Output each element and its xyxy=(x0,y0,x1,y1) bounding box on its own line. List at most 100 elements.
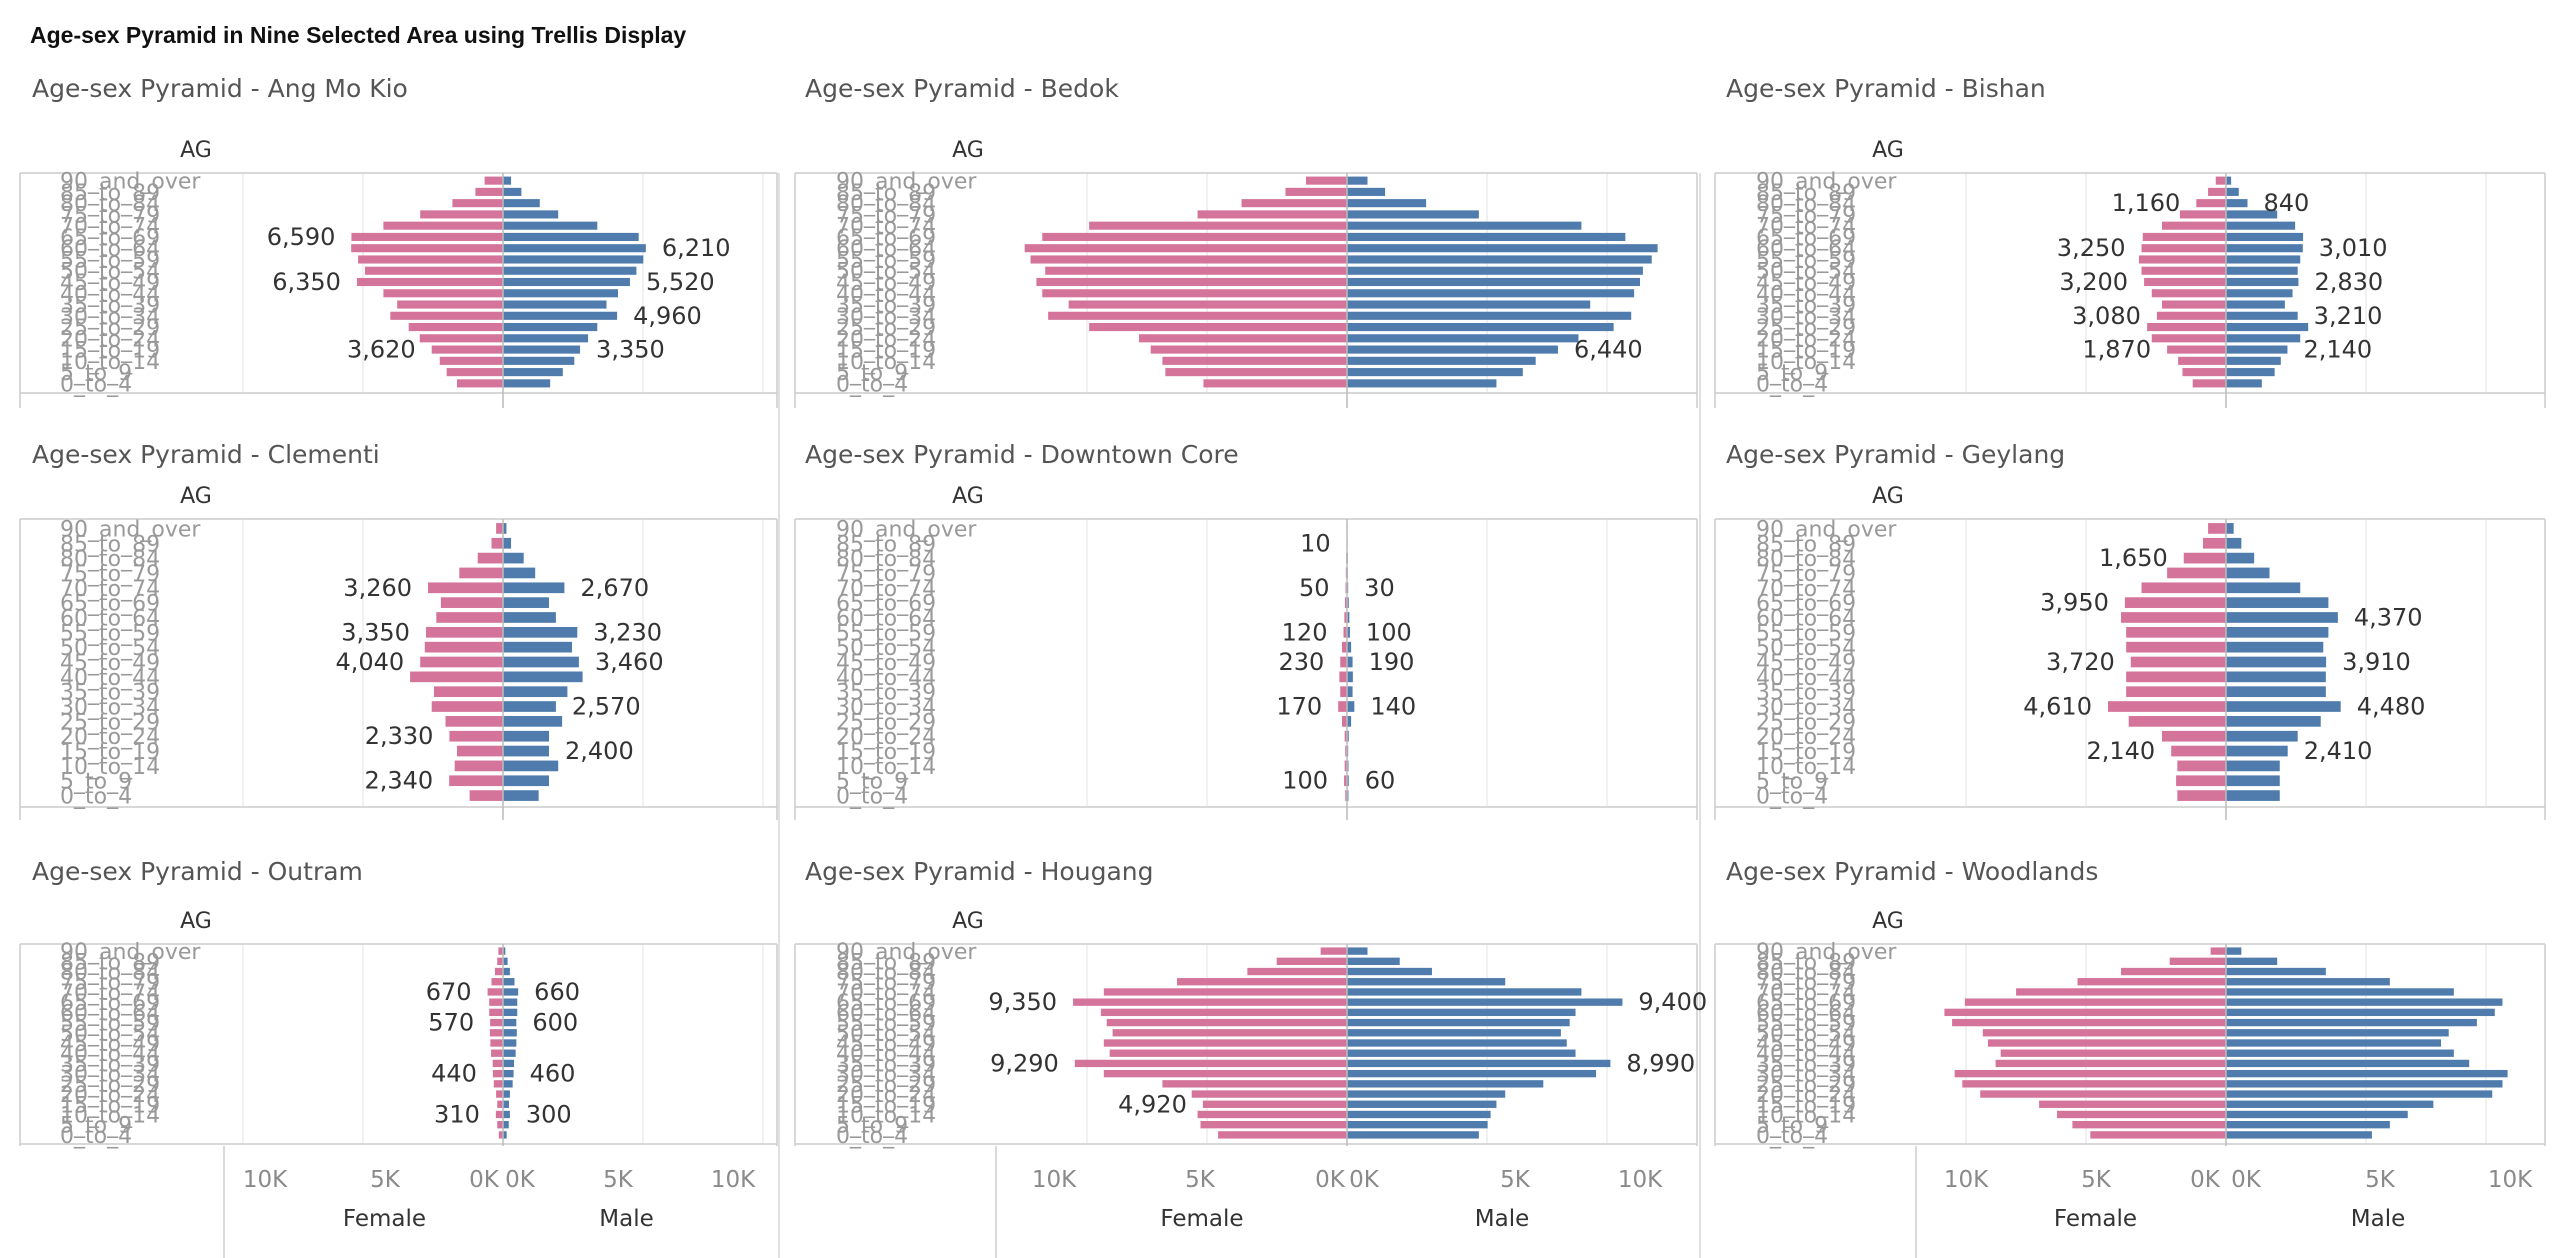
female-bar xyxy=(1962,1080,2226,1088)
male-bar xyxy=(503,957,508,965)
age-group-label: 30_to_34 xyxy=(1756,696,1856,721)
female-bar xyxy=(2169,957,2226,965)
male-bar xyxy=(503,978,515,986)
age-group-label: 75_to_79 xyxy=(60,971,160,996)
female-bar xyxy=(420,656,503,668)
male-value-label: 3,460 xyxy=(595,648,664,676)
male-bar xyxy=(503,187,522,196)
female-bar xyxy=(1138,334,1347,343)
age-group-label: 90_and_over xyxy=(836,170,977,195)
age-group-label: 80_to_84 xyxy=(836,547,936,572)
female-bar xyxy=(1165,368,1347,377)
female-bar xyxy=(492,1069,503,1078)
age-group-label: 5_to_9 xyxy=(836,1114,908,1139)
male-bar xyxy=(503,988,519,996)
female-bar xyxy=(1344,597,1347,608)
male-bar xyxy=(1347,947,1368,955)
age-group-label: 25_to_29 xyxy=(60,316,160,341)
male-value-label: 2,400 xyxy=(565,737,634,765)
age-group-label: 10_to_14 xyxy=(836,350,936,375)
female-bar xyxy=(2072,1121,2226,1129)
female-bar xyxy=(2130,656,2226,668)
age-group-label: 10_to_14 xyxy=(60,350,160,375)
age-group-label: 15_to_19 xyxy=(60,740,160,765)
age-group-label: 25_to_29 xyxy=(1756,316,1856,341)
age-group-label: 20_to_24 xyxy=(836,327,936,352)
male-bar xyxy=(1347,300,1591,309)
age-group-label: 80_to_84 xyxy=(1756,547,1856,572)
female-bar xyxy=(1982,1029,2226,1037)
female-bar xyxy=(2039,1100,2226,1108)
age-group-label: 85_to_89 xyxy=(1756,181,1856,206)
female-bar xyxy=(1048,311,1347,320)
male-bar xyxy=(1347,221,1582,230)
male-bar xyxy=(2226,1029,2449,1037)
male-bar xyxy=(2226,716,2321,727)
female-bar xyxy=(1112,1029,1347,1037)
male-bar xyxy=(503,552,524,564)
female-bar xyxy=(498,1131,503,1139)
female-bar xyxy=(2167,345,2226,354)
female-bar xyxy=(1202,1100,1347,1108)
age-group-label: 25_to_29 xyxy=(836,1073,936,1098)
female-bar xyxy=(2151,289,2226,298)
female-bar xyxy=(1285,187,1347,196)
male-bar xyxy=(2226,760,2280,772)
male-bar xyxy=(2226,334,2301,343)
age-group-label: 35_to_39 xyxy=(1756,294,1856,319)
age-group-label: 15_to_19 xyxy=(1756,740,1856,765)
female-bar xyxy=(1074,1059,1347,1068)
age-group-label: 80_to_84 xyxy=(836,961,936,986)
female-bar xyxy=(487,988,503,996)
female-bar xyxy=(439,356,503,365)
female-bar xyxy=(1987,1039,2226,1047)
female-value-label: 2,140 xyxy=(2086,737,2155,765)
male-bar xyxy=(1347,1008,1576,1017)
age-group-label: 70_to_74 xyxy=(1756,577,1856,602)
female-bar xyxy=(434,686,503,698)
female-bar xyxy=(449,775,503,787)
age-group-label: 45_to_49 xyxy=(1756,271,1856,296)
male-bar xyxy=(1347,957,1400,965)
age-group-label: 60_to_64 xyxy=(1756,1001,1856,1026)
male-bar xyxy=(1347,210,1479,219)
male-value-label: 2,830 xyxy=(2314,268,2383,296)
male-bar xyxy=(2226,322,2309,332)
female-bar xyxy=(1343,626,1347,638)
age-group-label: 65_to_69 xyxy=(836,991,936,1016)
female-bar xyxy=(1089,221,1347,230)
female-bar xyxy=(1305,176,1347,185)
age-group-label: 50_to_54 xyxy=(836,260,936,285)
female-bar xyxy=(2179,210,2226,219)
female-bar xyxy=(497,1100,503,1108)
male-bar xyxy=(503,947,506,955)
female-bar xyxy=(1089,322,1347,332)
age-group-label: 35_to_39 xyxy=(60,294,160,319)
age-group-label: 20_to_24 xyxy=(1756,725,1856,750)
female-bar xyxy=(1344,730,1347,742)
male-value-label: 600 xyxy=(532,1009,578,1037)
pyramid-panel: Age-sex Pyramid - Bedok AG 0_to_45_to_910_… xyxy=(794,74,1698,408)
pyramid-panel: Age-sex Pyramid - Downtown CoreAG0_to_45… xyxy=(794,440,1698,820)
female-bar xyxy=(440,597,503,608)
female-bar xyxy=(1247,967,1347,976)
female-bar xyxy=(457,745,503,757)
female-bar xyxy=(1345,745,1347,757)
male-value-label: 4,960 xyxy=(633,302,702,330)
age-group-label: 55_to_59 xyxy=(1756,621,1856,646)
male-bar xyxy=(503,790,539,801)
age-group-header: AG xyxy=(180,909,212,934)
male-value-label: 840 xyxy=(2264,189,2310,217)
female-value-label: 2,330 xyxy=(365,722,434,750)
male-bar xyxy=(2226,221,2296,230)
female-value-label: 3,200 xyxy=(2059,268,2128,296)
female-bar xyxy=(2141,244,2226,253)
age-group-label: 90_and_over xyxy=(836,940,977,965)
age-group-label: 10_to_14 xyxy=(60,755,160,780)
panel-title: Age-sex Pyramid - Downtown Core xyxy=(805,440,1239,469)
female-bar xyxy=(1024,244,1347,253)
male-bar xyxy=(1347,641,1352,653)
x-axis-tick-label: 10K xyxy=(711,1167,756,1193)
male-bar xyxy=(503,716,563,727)
male-bar xyxy=(503,1069,514,1078)
